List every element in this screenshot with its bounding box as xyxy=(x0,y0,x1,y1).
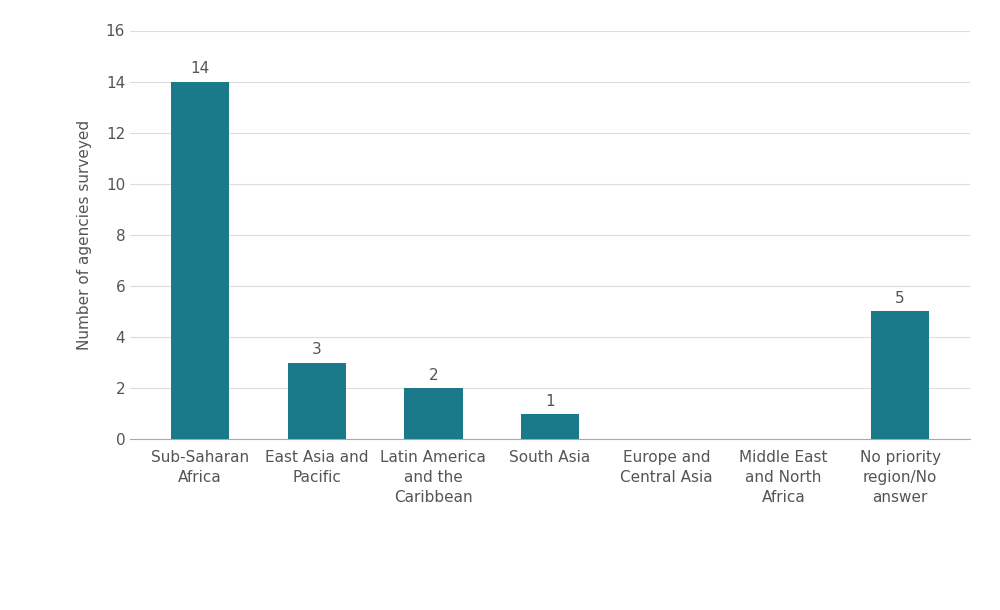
Text: 14: 14 xyxy=(190,62,210,76)
Bar xyxy=(871,312,929,439)
Text: 5: 5 xyxy=(895,292,905,306)
Text: 3: 3 xyxy=(312,342,322,357)
Bar xyxy=(521,414,579,439)
Bar xyxy=(171,82,229,439)
Text: 1: 1 xyxy=(545,393,555,409)
Bar xyxy=(288,362,346,439)
Bar xyxy=(404,388,462,439)
Y-axis label: Number of agencies surveyed: Number of agencies surveyed xyxy=(77,120,92,350)
Text: 2: 2 xyxy=(429,368,438,383)
